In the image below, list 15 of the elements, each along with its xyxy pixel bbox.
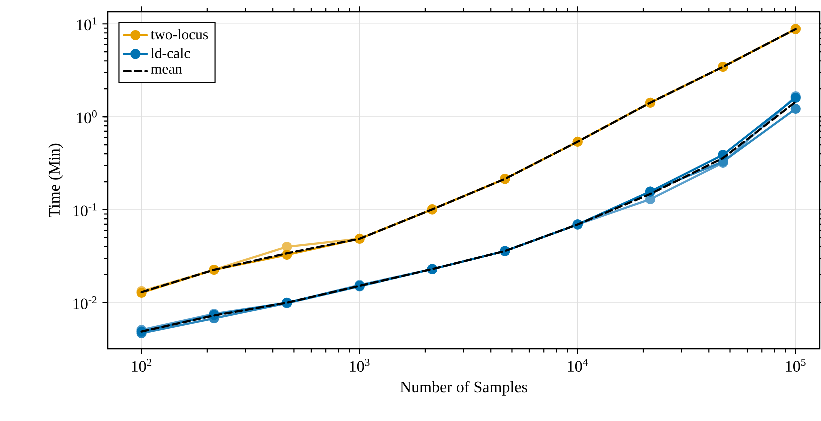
legend-label: ld-calc — [151, 48, 190, 58]
y-tick-label: 10$^{-2}$ — [74, 296, 97, 310]
legend-label: mean — [151, 66, 182, 74]
x-tick-label: 10$^{5}$ — [786, 359, 806, 372]
y-tick-label: 10$^{0}$ — [77, 110, 97, 124]
y-axis-title: Time (Min) — [48, 144, 64, 218]
y-tick-label: 10$^{-1}$ — [74, 204, 97, 217]
x-axis-title: Number of Samples — [400, 381, 528, 396]
legend-label: two-locus — [150, 29, 208, 40]
point — [790, 104, 801, 114]
x-tick-label: 10$^{2}$ — [132, 359, 152, 372]
x-tick-label: 10$^{3}$ — [350, 359, 370, 372]
x-tick-label: 10$^{4}$ — [568, 359, 588, 372]
point — [282, 242, 292, 252]
y-tick-label: 10$^{1}$ — [77, 18, 97, 31]
